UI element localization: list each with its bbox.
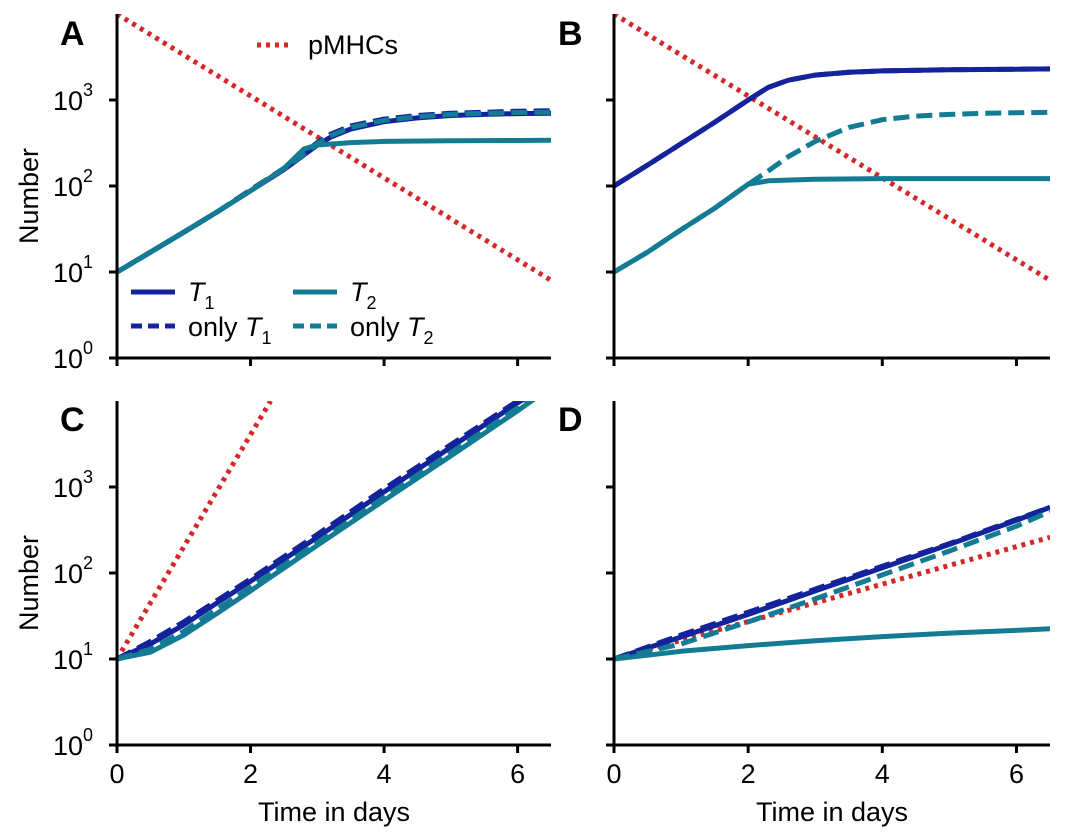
- y-axis-title: Number: [14, 535, 44, 631]
- series-t2-line: [117, 137, 551, 275]
- series-pmhcs-line: [117, 14, 551, 283]
- panel-c-series: [117, 401, 536, 662]
- legend-only-t2-label: only T2: [350, 312, 434, 348]
- series-pmhcs-line: [614, 14, 1050, 283]
- legend-t-cells: T1 T2 only T1 only T2: [131, 277, 434, 348]
- y-tick-label: 102: [53, 553, 93, 589]
- y-tick-label: 101: [53, 252, 93, 288]
- series-only-t1-line: [614, 66, 1050, 189]
- panel-b: B: [558, 14, 1050, 366]
- x-tick-label: 6: [510, 759, 525, 789]
- legend-pmhc-label: pMHCs: [308, 30, 398, 60]
- series-only-t2-line: [614, 109, 1050, 275]
- series-t1-line: [117, 110, 551, 275]
- panel-letter-b: B: [558, 15, 583, 53]
- series-pmhcs-line: [614, 534, 1050, 662]
- y-tick-label: 100: [53, 725, 93, 761]
- x-tick-label: 4: [377, 759, 392, 789]
- panel-d: 0 2 4 6 Time in days D: [558, 401, 1050, 827]
- panel-d-series: [614, 504, 1050, 662]
- panel-a: 100 101 102 103 Number A: [14, 14, 551, 374]
- panel-letter-c: C: [60, 401, 85, 439]
- x-axis-title: Time in days: [258, 797, 410, 827]
- legend-only-t1-label: only T1: [188, 312, 272, 348]
- series-t1-line: [614, 504, 1050, 662]
- panel-a-series: [117, 14, 551, 283]
- series-t2-line: [614, 626, 1050, 662]
- x-tick-label: 2: [243, 759, 258, 789]
- y-tick-label: 101: [53, 639, 93, 675]
- series-t1-line: [614, 66, 1050, 189]
- y-axis-title: Number: [14, 148, 44, 244]
- legend-pmhc: pMHCs: [257, 30, 398, 60]
- series-only-t2-line: [614, 509, 1050, 662]
- x-tick-label: 6: [1009, 759, 1024, 789]
- series-only-t2-line: [117, 401, 533, 662]
- x-axis-title: Time in days: [756, 797, 908, 827]
- series-t2-line: [117, 401, 536, 662]
- legend-t1-label: T1: [188, 277, 215, 313]
- x-tick-label: 0: [109, 759, 124, 789]
- panel-b-series: [614, 14, 1050, 283]
- panel-letter-d: D: [558, 401, 583, 439]
- panel-c: 100 101 102 103 0 2 4 6 Number Time in days C: [14, 401, 551, 827]
- series-t1-line: [117, 401, 526, 662]
- y-tick-label: 103: [53, 467, 93, 503]
- series-only-t2-line: [117, 109, 551, 275]
- series-t2-line: [614, 176, 1050, 275]
- x-tick-label: 4: [875, 759, 890, 789]
- y-tick-label: 100: [53, 338, 93, 374]
- x-tick-label: 0: [606, 759, 621, 789]
- y-tick-label: 102: [53, 166, 93, 202]
- y-tick-label: 103: [53, 80, 93, 116]
- x-tick-label: 2: [741, 759, 756, 789]
- legend-t2-label: T2: [350, 277, 377, 313]
- panel-letter-a: A: [60, 15, 85, 53]
